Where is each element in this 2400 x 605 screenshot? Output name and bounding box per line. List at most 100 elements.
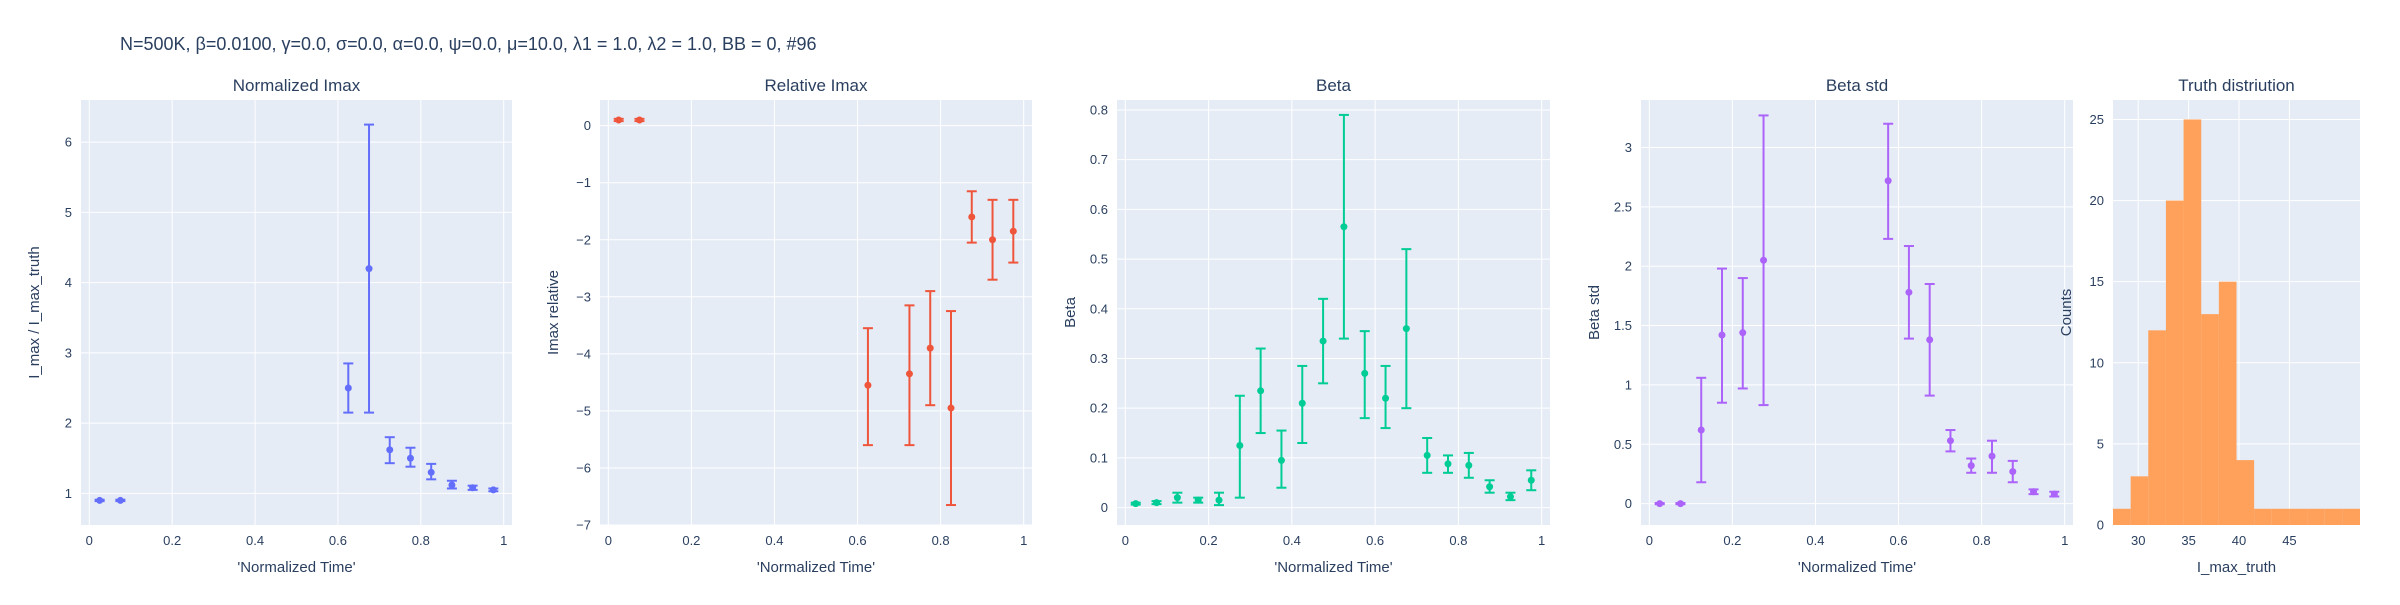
x-tick-label: 0 [1122,533,1129,548]
histogram-bar [2201,314,2219,525]
y-tick-label: −6 [576,460,591,475]
data-point [613,116,624,124]
x-tick-label: 0.8 [1973,533,1991,548]
plot-area [81,100,512,525]
data-marker [489,486,497,494]
data-marker [926,344,934,352]
y-axis-label: Beta std [1586,285,1603,340]
data-marker [1009,227,1017,235]
data-marker [1718,331,1726,339]
data-marker [2030,488,2038,496]
data-point [1442,454,1453,474]
data-marker [2050,490,2058,498]
histogram-bar [2148,330,2166,525]
chart-panel-2: 0 0.2 0.4 0.6 0.8 1 0 −1 −2 −3 −4 −5 −6 −7 Relative Im… [545,76,1032,576]
y-tick-label: −3 [576,289,591,304]
y-tick-label: 5 [2097,436,2104,451]
data-point [946,310,956,507]
data-marker [1298,399,1306,407]
x-tick-label: 0.8 [1449,533,1467,548]
data-marker [1486,483,1494,491]
data-point [1359,330,1370,420]
data-point [1318,297,1329,385]
data-point [1737,277,1748,390]
y-axis-label: Imax relative [545,270,562,355]
data-point [446,479,457,490]
data-marker [427,468,435,476]
plot-area [1641,100,2073,525]
data-marker [1153,499,1161,507]
data-point [1903,245,1914,340]
chart-panel-5: 30 35 40 45 0 5 10 15 20 25 Truth distriution I_max… [2058,76,2360,576]
y-tick-label: 0 [2097,518,2104,533]
data-marker [1215,496,1223,504]
y-tick-label: 2.5 [1614,199,1632,214]
x-tick-label: 0.4 [1806,533,1824,548]
data-marker [1257,387,1265,395]
data-marker [1319,337,1327,345]
y-axis-label: Beta [1062,296,1079,328]
y-tick-label: 0.3 [1090,351,1108,366]
data-marker [1277,456,1285,464]
chart-panel-4: 0 0.2 0.4 0.6 0.8 1 0 0.5 1 1.5 2 2.5 3 Beta std 'Norm… [1586,76,2073,576]
x-tick-label: 1 [2061,533,2068,548]
y-tick-label: 4 [65,275,72,290]
histogram-bar [2289,508,2308,525]
y-tick-label: −5 [576,403,591,418]
data-point [1987,439,1997,474]
data-marker [968,213,976,221]
y-tick-label: 1 [65,486,72,501]
data-point [343,362,354,414]
histogram-bar [2113,508,2131,525]
y-tick-label: 1 [1625,377,1632,392]
y-tick-label: 0.4 [1090,301,1108,316]
data-marker [1656,500,1664,508]
data-point [2049,490,2060,498]
data-point [1505,491,1516,502]
y-tick-label: −1 [576,175,591,190]
y-tick-label: 2 [1625,259,1632,274]
data-point [1422,437,1433,474]
data-point [1696,376,1707,484]
y-tick-label: 0.5 [1090,252,1108,267]
x-tick-label: 1 [500,533,507,548]
x-tick-label: 1 [1020,533,1027,548]
data-point [1193,496,1204,504]
x-tick-label: 0.8 [412,533,430,548]
data-marker [1132,500,1140,508]
y-tick-label: 0.1 [1090,450,1108,465]
y-axis-label: I_max / I_max_truth [26,246,43,379]
data-marker [1444,460,1452,468]
data-marker [1676,500,1684,508]
x-tick-label: 0.2 [1200,533,1218,548]
data-marker [1884,177,1892,185]
y-tick-label: −7 [576,518,591,533]
y-tick-label: 0.8 [1090,102,1108,117]
x-tick-label: 45 [2282,533,2296,548]
y-tick-label: 0.5 [1614,437,1632,452]
x-tick-label: 0.6 [1366,533,1384,548]
data-point [405,446,416,468]
data-point [1675,500,1686,508]
data-marker [1697,426,1705,434]
data-point [1297,364,1308,444]
data-marker [1527,476,1535,484]
data-marker [905,370,913,378]
data-point [1717,267,1727,404]
y-tick-label: 10 [2090,355,2104,370]
data-point [1338,113,1349,340]
x-axis-label: 'Normalized Time' [1274,559,1392,576]
figure-title: N=500K, β=0.0100, γ=0.0, σ=0.0, α=0.0, ψ… [120,34,817,54]
data-point [2007,459,2018,484]
x-tick-label: 0.8 [932,533,950,548]
data-point [1255,347,1266,435]
y-tick-label: 0.2 [1090,401,1108,416]
data-marker [406,454,414,462]
plot-area [600,100,1032,525]
x-axis-label: 'Normalized Time' [237,559,355,576]
data-marker [96,496,104,504]
data-point [2028,488,2039,496]
y-tick-label: 0 [584,118,591,133]
data-marker [1402,325,1410,333]
histogram-bar [2271,508,2290,525]
